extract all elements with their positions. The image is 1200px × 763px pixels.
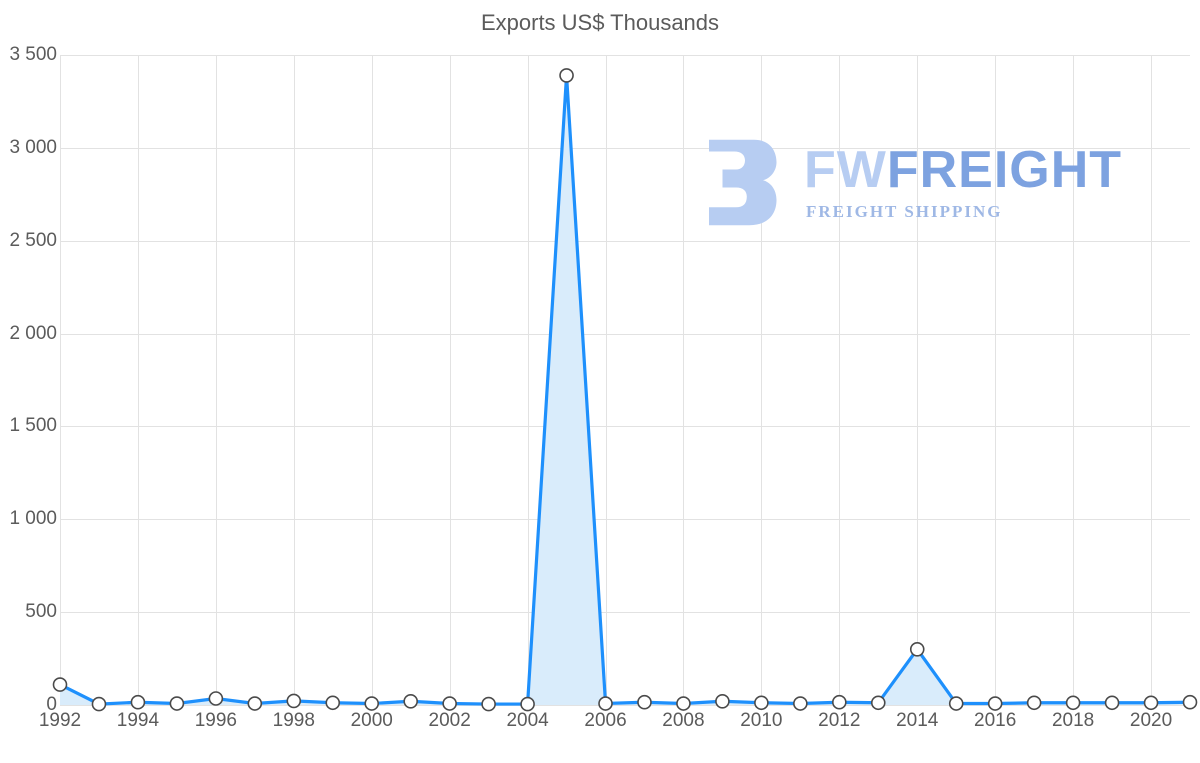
x-axis-label-2002: 2002 <box>420 710 480 732</box>
data-point-2013[interactable]: 2013: 12 <box>872 696 885 709</box>
data-point-1994[interactable]: 1994: 15 <box>131 696 144 709</box>
x-axis-label-2016: 2016 <box>965 710 1025 732</box>
data-point-1998[interactable]: 1998: 22 <box>287 694 300 707</box>
data-point-2003[interactable]: 2003: 5 <box>482 698 495 711</box>
x-axis-label-2004: 2004 <box>498 710 558 732</box>
line-chart-svg: 1992: 1101993: 51994: 151995: 81996: 351… <box>60 55 1190 705</box>
data-point-2001[interactable]: 2001: 20 <box>404 695 417 708</box>
data-point-1995[interactable]: 1995: 8 <box>170 697 183 710</box>
y-axis-label-1000: 1 000 <box>2 508 57 530</box>
y-axis-label-3500: 3 500 <box>2 44 57 66</box>
data-point-2009[interactable]: 2009: 20 <box>716 695 729 708</box>
chart-line <box>60 75 1190 704</box>
data-point-2002[interactable]: 2002: 8 <box>443 697 456 710</box>
y-axis-label-3000: 3 000 <box>2 137 57 159</box>
data-point-2005[interactable]: 2005: 3390 <box>560 69 573 82</box>
chart-fill-area <box>60 75 1190 705</box>
x-axis-label-1992: 1992 <box>30 710 90 732</box>
data-point-2018[interactable]: 2018: 12 <box>1067 696 1080 709</box>
x-axis-label-1998: 1998 <box>264 710 324 732</box>
data-point-2010[interactable]: 2010: 12 <box>755 696 768 709</box>
data-point-2008[interactable]: 2008: 8 <box>677 697 690 710</box>
data-point-2021[interactable]: 2021: 15 <box>1184 696 1197 709</box>
data-point-1992[interactable]: 1992: 110 <box>54 678 67 691</box>
data-point-1999[interactable]: 1999: 12 <box>326 696 339 709</box>
x-axis-label-2018: 2018 <box>1043 710 1103 732</box>
gridline-horizontal <box>60 705 1190 706</box>
plot-area: 0 500 1 000 1 500 2 000 2 500 3 000 3 500 1992 1… <box>60 55 1190 705</box>
data-point-2000[interactable]: 2000: 8 <box>365 697 378 710</box>
x-axis-label-2006: 2006 <box>576 710 636 732</box>
data-point-2020[interactable]: 2020: 12 <box>1145 696 1158 709</box>
data-point-1993[interactable]: 1993: 5 <box>92 698 105 711</box>
chart-markers[interactable]: 1992: 110 1993: 5 1994: 15 1995: 8 1996: 35 1… <box>54 69 1197 711</box>
data-point-1997[interactable]: 1997: 8 <box>248 697 261 710</box>
data-point-2017[interactable]: 2017: 12 <box>1028 696 1041 709</box>
x-axis-label-1996: 1996 <box>186 710 246 732</box>
data-point-2014[interactable]: 2014: 300 <box>911 643 924 656</box>
y-axis-label-2000: 2 000 <box>2 323 57 345</box>
data-point-2015[interactable]: 2015: 8 <box>950 697 963 710</box>
x-axis-label-2020: 2020 <box>1121 710 1181 732</box>
data-point-2006[interactable]: 2006: 8 <box>599 697 612 710</box>
chart-title: Exports US$ Thousands <box>0 10 1200 36</box>
data-point-2019[interactable]: 2019: 12 <box>1106 696 1119 709</box>
data-point-1996[interactable]: 1996: 35 <box>209 692 222 705</box>
x-axis-label-2010: 2010 <box>731 710 791 732</box>
data-point-2007[interactable]: 2007: 15 <box>638 696 651 709</box>
x-axis-label-1994: 1994 <box>108 710 168 732</box>
x-axis-label-2014: 2014 <box>887 710 947 732</box>
data-point-2012[interactable]: 2012: 15 <box>833 696 846 709</box>
x-axis-label-2012: 2012 <box>809 710 869 732</box>
data-point-2011[interactable]: 2011: 8 <box>794 697 807 710</box>
x-axis-label-2000: 2000 <box>342 710 402 732</box>
y-axis-label-2500: 2 500 <box>2 230 57 252</box>
data-point-2004[interactable]: 2004: 5 <box>521 698 534 711</box>
data-point-2016[interactable]: 2016: 8 <box>989 697 1002 710</box>
y-axis-label-500: 500 <box>2 601 57 623</box>
x-axis-label-2008: 2008 <box>653 710 713 732</box>
y-axis-label-1500: 1 500 <box>2 415 57 437</box>
chart-container: Exports US$ Thousands 0 500 1 000 1 500 2 00… <box>0 0 1200 763</box>
